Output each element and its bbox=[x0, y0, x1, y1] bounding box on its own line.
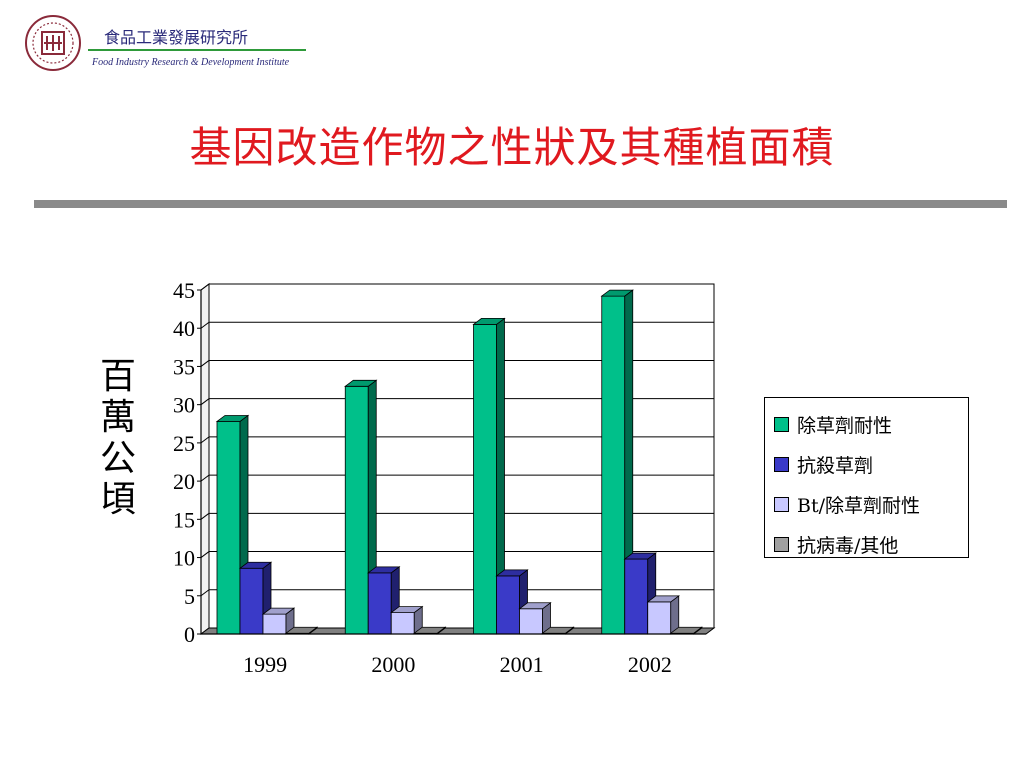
y-tick-label: 10 bbox=[173, 546, 195, 571]
bar-front bbox=[390, 612, 415, 635]
bar-front bbox=[496, 575, 520, 635]
bar-front bbox=[262, 613, 287, 635]
gridline-diagonal bbox=[200, 360, 210, 367]
y-tick-label: 40 bbox=[173, 316, 195, 341]
x-tick-label: 2000 bbox=[371, 652, 415, 677]
bar-top bbox=[518, 602, 552, 610]
legend-label: 除草劑耐性 bbox=[797, 414, 893, 437]
gridline-diagonal bbox=[200, 551, 210, 558]
bar-front bbox=[216, 421, 241, 635]
bar-top bbox=[472, 317, 506, 325]
y-tick-label: 0 bbox=[184, 622, 195, 647]
chart-legend: 除草劑耐性抗殺草劑 Bt/除草劑耐性 抗病毒/其他 bbox=[764, 397, 969, 558]
x-tick-label: 2001 bbox=[500, 652, 544, 677]
y-tick-label: 15 bbox=[173, 507, 195, 532]
y-tick-label: 20 bbox=[173, 469, 195, 494]
bar-top bbox=[261, 607, 296, 615]
bar-top bbox=[495, 569, 529, 577]
gridline-diagonal bbox=[200, 283, 210, 291]
bar-top bbox=[541, 626, 575, 634]
legend-item: 除草劑耐性 bbox=[774, 410, 892, 438]
y-axis-label-char: 百 bbox=[99, 356, 136, 397]
legend-swatch bbox=[774, 536, 789, 552]
legend-label: 抗殺草劑 bbox=[797, 454, 874, 477]
y-tick-label: 45 bbox=[173, 278, 195, 303]
bar-top bbox=[367, 566, 401, 574]
gridline-diagonal bbox=[200, 398, 210, 406]
org-name-english: Food Industry Research & Development Ins… bbox=[92, 57, 290, 68]
bar-top bbox=[238, 561, 273, 569]
y-tick-label: 5 bbox=[184, 584, 195, 609]
y-axis-label-char: 萬 bbox=[99, 397, 136, 438]
institute-seal-icon bbox=[25, 15, 81, 71]
legend-label: 抗病毒/其他 bbox=[797, 534, 899, 557]
legend-swatch bbox=[774, 496, 789, 512]
bar-top bbox=[390, 606, 424, 613]
x-tick-label: 1999 bbox=[243, 652, 287, 677]
legend-swatch bbox=[774, 456, 789, 472]
bar-front bbox=[344, 385, 369, 635]
page-title: 基因改造作物之性狀及其種植面積 bbox=[189, 123, 835, 172]
bar-top bbox=[215, 415, 250, 422]
gridline-diagonal bbox=[200, 474, 210, 482]
legend-swatch bbox=[774, 416, 789, 432]
bar-top bbox=[600, 289, 634, 297]
bar-top bbox=[623, 552, 657, 560]
org-name-chinese: 食品工業發展研究所 bbox=[104, 28, 249, 47]
y-tick-label: 25 bbox=[173, 431, 195, 456]
y-axis-label-char: 公 bbox=[99, 438, 136, 479]
y-axis-label: 百萬公頃 bbox=[98, 356, 138, 520]
x-tick-label: 2002 bbox=[628, 652, 672, 677]
bar-front bbox=[601, 295, 626, 635]
bar-front bbox=[473, 323, 497, 635]
y-tick-label: 35 bbox=[173, 354, 195, 379]
gridline-diagonal bbox=[200, 436, 210, 444]
bar-top bbox=[669, 626, 703, 634]
bar-front bbox=[239, 567, 264, 635]
legend-item: 抗病毒/其他 bbox=[774, 530, 898, 558]
header-accent-line bbox=[88, 49, 306, 51]
bar-front bbox=[367, 572, 392, 635]
plot-side-wall bbox=[200, 283, 210, 635]
bar-front bbox=[624, 558, 649, 635]
bar-top bbox=[284, 626, 319, 634]
legend-item: Bt/除草劑耐性 bbox=[774, 490, 920, 518]
bar-top bbox=[646, 595, 680, 603]
gridline-diagonal bbox=[200, 589, 210, 597]
legend-item: 抗殺草劑 bbox=[774, 450, 873, 478]
bar-top bbox=[344, 379, 378, 387]
bar-front bbox=[647, 601, 672, 635]
legend-label: Bt/除草劑耐性 bbox=[797, 494, 920, 517]
y-axis-label-char: 頃 bbox=[99, 479, 136, 520]
gridline-diagonal bbox=[200, 512, 210, 520]
gridline-diagonal bbox=[200, 321, 210, 329]
y-tick-label: 30 bbox=[173, 393, 195, 418]
title-divider bbox=[34, 200, 1007, 208]
bar-front bbox=[519, 608, 543, 635]
bar-top bbox=[413, 626, 447, 634]
